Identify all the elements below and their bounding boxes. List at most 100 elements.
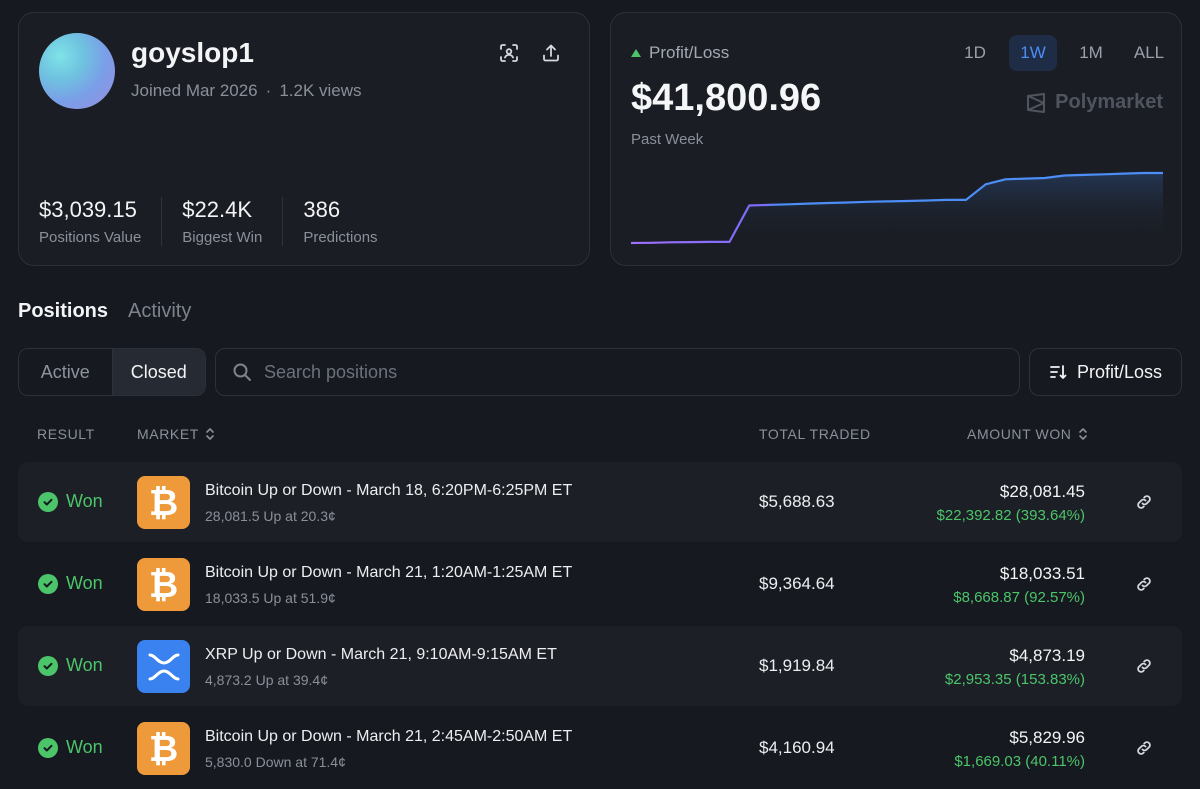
link-button[interactable] bbox=[1134, 574, 1154, 594]
amount-won: $4,873.19 $2,953.35 (153.83%) bbox=[945, 646, 1085, 688]
scan-user-icon bbox=[500, 44, 518, 62]
total-traded: $5,688.63 bbox=[759, 492, 835, 511]
result-label: Won bbox=[66, 655, 103, 675]
header-market[interactable]: MARKET bbox=[137, 426, 215, 442]
range-1d[interactable]: 1D bbox=[964, 43, 986, 62]
amount-value: $28,081.45 bbox=[999, 482, 1085, 501]
result-status: Won bbox=[38, 491, 103, 512]
profile-stats: $3,039.15 Positions Value $22.4K Biggest… bbox=[39, 197, 398, 246]
result-label: Won bbox=[66, 573, 103, 593]
pnl-period: Past Week bbox=[631, 131, 704, 148]
sort-button[interactable]: Profit/Loss bbox=[1029, 348, 1182, 396]
header-label: AMOUNT WON bbox=[967, 426, 1072, 442]
search-icon bbox=[233, 363, 251, 381]
total-traded: $4,160.94 bbox=[759, 738, 835, 757]
filter-closed[interactable]: Closed bbox=[111, 349, 205, 395]
header-label: RESULT bbox=[37, 426, 95, 442]
stat-value: $3,039.15 bbox=[39, 197, 137, 222]
market-title[interactable]: Bitcoin Up or Down - March 18, 6:20PM-6:… bbox=[205, 482, 573, 499]
result-status: Won bbox=[38, 655, 103, 676]
link-button[interactable] bbox=[1134, 492, 1154, 512]
amount-won: $5,829.96 $1,669.03 (40.11%) bbox=[954, 728, 1085, 770]
amount-value: $5,829.96 bbox=[1009, 728, 1085, 747]
link-button[interactable] bbox=[1134, 656, 1154, 676]
polymarket-logo-icon bbox=[1027, 92, 1046, 113]
stat-predictions: 386 Predictions bbox=[282, 197, 397, 246]
amount-won: $18,033.51 $8,668.87 (92.57%) bbox=[953, 564, 1085, 606]
pnl-line bbox=[631, 171, 1163, 245]
stat-value: 386 bbox=[303, 197, 341, 222]
search-input[interactable] bbox=[264, 361, 964, 383]
result-status: Won bbox=[38, 573, 103, 594]
stat-label: Predictions bbox=[303, 229, 378, 246]
amount-value: $4,873.19 bbox=[1009, 646, 1085, 665]
pnl-header: Profit/Loss bbox=[631, 43, 729, 63]
pnl-chart bbox=[631, 171, 1163, 247]
amount-gain: $1,669.03 (40.11%) bbox=[954, 753, 1085, 770]
link-button[interactable] bbox=[1134, 738, 1154, 758]
sort-arrows-icon bbox=[1078, 428, 1087, 440]
header-total-traded: TOTAL TRADED bbox=[759, 426, 871, 442]
range-selector: 1D 1W 1M ALL bbox=[951, 35, 1173, 71]
upload-icon bbox=[543, 44, 559, 62]
search-box bbox=[215, 348, 1020, 396]
table-row[interactable]: Won ₿ Bitcoin Up or Down - March 21, 1:2… bbox=[18, 544, 1182, 624]
meta-separator: · bbox=[265, 81, 272, 100]
check-circle-icon bbox=[38, 491, 58, 512]
range-1w[interactable]: 1W bbox=[1009, 35, 1057, 71]
brand: Polymarket bbox=[1025, 91, 1163, 114]
range-all[interactable]: ALL bbox=[1133, 43, 1165, 62]
market-position: 5,830.0 Down at 71.4¢ bbox=[205, 754, 346, 770]
result-label: Won bbox=[66, 491, 103, 511]
tab-positions[interactable]: Positions bbox=[18, 300, 109, 322]
profile-meta: Joined Mar 2026 · 1.2K views bbox=[131, 81, 362, 101]
joined-date: Joined Mar 2026 bbox=[131, 81, 258, 100]
header-label: MARKET bbox=[137, 426, 199, 442]
status-toggle: Active Closed bbox=[18, 348, 206, 396]
bitcoin-icon: ₿ bbox=[137, 722, 190, 775]
brand-name: Polymarket bbox=[1055, 91, 1163, 113]
stat-label: Biggest Win bbox=[182, 229, 263, 246]
pnl-card: Profit/Loss $41,800.96 Past Week 1D 1W 1… bbox=[610, 12, 1182, 266]
main-tabs: Positions Activity bbox=[18, 300, 191, 323]
market-title[interactable]: Bitcoin Up or Down - March 21, 1:20AM-1:… bbox=[205, 564, 573, 581]
link-icon bbox=[1137, 741, 1151, 755]
market-title[interactable]: Bitcoin Up or Down - March 21, 2:45AM-2:… bbox=[205, 728, 573, 745]
market-title[interactable]: XRP Up or Down - March 21, 9:10AM-9:15AM… bbox=[205, 646, 557, 663]
header-label: TOTAL TRADED bbox=[759, 426, 871, 442]
link-icon bbox=[1137, 495, 1151, 509]
share-button[interactable] bbox=[539, 41, 563, 65]
header-result: RESULT bbox=[37, 426, 95, 442]
profile-card: goyslop1 Joined Mar 2026 · 1.2K views $3,0… bbox=[18, 12, 590, 266]
result-label: Won bbox=[66, 737, 103, 757]
amount-won: $28,081.45 $22,392.82 (393.64%) bbox=[937, 482, 1085, 524]
sort-label: Profit/Loss bbox=[1076, 361, 1163, 382]
amount-gain: $22,392.82 (393.64%) bbox=[936, 507, 1085, 524]
table-row[interactable]: Won XRP Up or Down - March 21, 9:10AM-9:… bbox=[18, 626, 1182, 706]
stat-value: $22.4K bbox=[182, 197, 253, 222]
range-1m[interactable]: 1M bbox=[1079, 43, 1103, 62]
pnl-area bbox=[631, 173, 1163, 247]
link-icon bbox=[1137, 659, 1151, 673]
filter-active[interactable]: Active bbox=[40, 361, 90, 382]
scan-profile-button[interactable] bbox=[497, 41, 521, 65]
pnl-label: Profit/Loss bbox=[649, 43, 730, 62]
link-icon bbox=[1137, 577, 1151, 591]
xrp-icon bbox=[137, 640, 190, 693]
amount-gain: $2,953.35 (153.83%) bbox=[944, 671, 1085, 688]
check-circle-icon bbox=[38, 655, 58, 676]
bitcoin-icon: ₿ bbox=[137, 558, 190, 611]
sort-arrows-icon bbox=[206, 428, 214, 440]
table-row[interactable]: Won ₿ Bitcoin Up or Down - March 21, 2:4… bbox=[18, 708, 1182, 788]
amount-gain: $8,668.87 (92.57%) bbox=[953, 589, 1085, 606]
header-amount-won[interactable]: AMOUNT WON bbox=[967, 426, 1088, 442]
tab-activity[interactable]: Activity bbox=[128, 300, 192, 322]
avatar[interactable] bbox=[39, 33, 115, 109]
table-header: RESULT MARKET TOTAL TRADED AMOUNT WON bbox=[0, 426, 1200, 446]
check-circle-icon bbox=[38, 737, 58, 758]
sort-icon bbox=[1050, 365, 1067, 379]
table-row[interactable]: Won ₿ Bitcoin Up or Down - March 18, 6:2… bbox=[18, 462, 1182, 542]
amount-value: $18,033.51 bbox=[999, 564, 1085, 583]
market-position: 4,873.2 Up at 39.4¢ bbox=[205, 672, 328, 688]
stat-label: Positions Value bbox=[39, 229, 142, 246]
